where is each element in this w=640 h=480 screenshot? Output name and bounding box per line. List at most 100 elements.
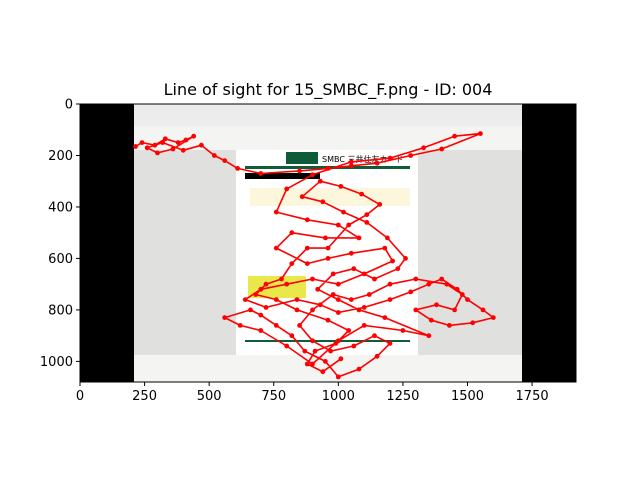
gaze-point bbox=[302, 348, 308, 354]
gaze-point bbox=[304, 245, 310, 251]
y-axis: 0 200 400 600 800 1000 bbox=[40, 98, 80, 370]
gaze-point bbox=[395, 266, 401, 272]
x-axis: 0 250 500 750 1000 1250 1500 1750 bbox=[76, 382, 549, 404]
y-tick-label: 0 bbox=[65, 98, 73, 113]
gaze-point bbox=[304, 261, 310, 266]
gaze-point bbox=[284, 343, 290, 349]
gaze-point bbox=[364, 212, 370, 218]
gaze-point bbox=[421, 145, 426, 151]
gaze-point bbox=[253, 292, 259, 297]
gaze-point bbox=[439, 276, 445, 282]
gaze-point bbox=[320, 369, 326, 375]
gaze-point bbox=[387, 297, 393, 302]
gaze-point bbox=[310, 307, 315, 313]
gaze-point bbox=[323, 359, 328, 364]
gaze-line-0 bbox=[135, 132, 495, 378]
gaze-series bbox=[133, 131, 496, 380]
x-tick-label: 1250 bbox=[386, 389, 419, 404]
gaze-point bbox=[452, 307, 457, 313]
gaze-point bbox=[248, 307, 253, 313]
gaze-point bbox=[490, 315, 496, 320]
y-tick-label: 1000 bbox=[40, 355, 73, 370]
gaze-point bbox=[372, 276, 377, 282]
gaze-point bbox=[335, 281, 341, 287]
gaze-point bbox=[328, 348, 333, 354]
gaze-point bbox=[304, 217, 310, 223]
gaze-point bbox=[160, 140, 166, 146]
y-tick-label: 200 bbox=[48, 149, 73, 164]
gaze-point bbox=[320, 199, 326, 205]
gaze-point bbox=[258, 312, 264, 318]
x-tick-label: 500 bbox=[197, 389, 222, 404]
gaze-point bbox=[348, 163, 354, 169]
gaze-point bbox=[310, 172, 315, 178]
gaze-point bbox=[385, 235, 390, 241]
gaze-point bbox=[273, 297, 279, 302]
gaze-point bbox=[439, 146, 445, 152]
x-tick-label: 1500 bbox=[451, 389, 484, 404]
gaze-point bbox=[387, 281, 393, 287]
gaze-point bbox=[459, 292, 465, 297]
gaze-point bbox=[366, 292, 372, 297]
gaze-point bbox=[258, 328, 264, 333]
gaze-point bbox=[356, 307, 362, 313]
gaze-point bbox=[351, 266, 357, 272]
gaze-point bbox=[289, 333, 295, 339]
x-tick-label: 250 bbox=[132, 389, 157, 404]
gaze-point bbox=[346, 222, 352, 228]
gaze-point bbox=[408, 153, 414, 158]
gaze-point bbox=[403, 256, 408, 261]
gaze-point bbox=[175, 140, 181, 146]
gaze-point bbox=[364, 220, 370, 225]
gaze-point bbox=[333, 341, 339, 346]
axes-frame bbox=[79, 103, 577, 383]
gaze-point bbox=[465, 297, 470, 302]
gaze-point bbox=[361, 323, 367, 328]
gaze-point bbox=[338, 184, 344, 189]
gaze-point bbox=[330, 271, 336, 277]
smbc-logo bbox=[286, 152, 318, 164]
gaze-point bbox=[325, 245, 331, 251]
gaze-point bbox=[408, 289, 414, 295]
x-tick-label: 1000 bbox=[322, 389, 355, 404]
gaze-point bbox=[180, 147, 186, 153]
gaze-point bbox=[356, 366, 362, 372]
gaze-point bbox=[335, 297, 341, 302]
gaze-point bbox=[289, 261, 295, 266]
gaze-point bbox=[325, 166, 331, 171]
gaze-point bbox=[400, 328, 406, 333]
gaze-point bbox=[387, 155, 393, 161]
gaze-point bbox=[454, 286, 460, 292]
gaze-point bbox=[478, 131, 483, 137]
chart-title: Line of sight for 15_SMBC_F.png - ID: 00… bbox=[164, 80, 493, 100]
gaze-point bbox=[356, 235, 362, 241]
gaze-point bbox=[222, 315, 228, 320]
gaze-point bbox=[211, 153, 217, 158]
gaze-point bbox=[273, 245, 279, 251]
gaze-point bbox=[470, 320, 476, 326]
gaze-point bbox=[294, 307, 300, 313]
gaze-point bbox=[312, 348, 318, 354]
gaze-point bbox=[341, 209, 346, 215]
gaze-point bbox=[152, 142, 158, 148]
gaze-point bbox=[323, 235, 328, 241]
gaze-point bbox=[263, 305, 269, 310]
gaze-point bbox=[426, 281, 432, 287]
gaze-point bbox=[452, 133, 457, 139]
gaze-point bbox=[284, 186, 290, 192]
gaze-point bbox=[170, 146, 176, 152]
gaze-point bbox=[263, 281, 269, 287]
gaze-point bbox=[361, 305, 367, 310]
gaze-point bbox=[317, 178, 323, 184]
gaze-point bbox=[273, 323, 279, 328]
gaze-point bbox=[297, 168, 302, 174]
gaze-point bbox=[348, 159, 354, 165]
gaze-point bbox=[359, 191, 364, 197]
gaze-point bbox=[191, 133, 197, 139]
gaze-point bbox=[413, 307, 419, 313]
gaze-point bbox=[317, 302, 323, 308]
gaze-point bbox=[387, 341, 393, 346]
gaze-point bbox=[348, 297, 354, 302]
gaze-point bbox=[183, 137, 189, 143]
